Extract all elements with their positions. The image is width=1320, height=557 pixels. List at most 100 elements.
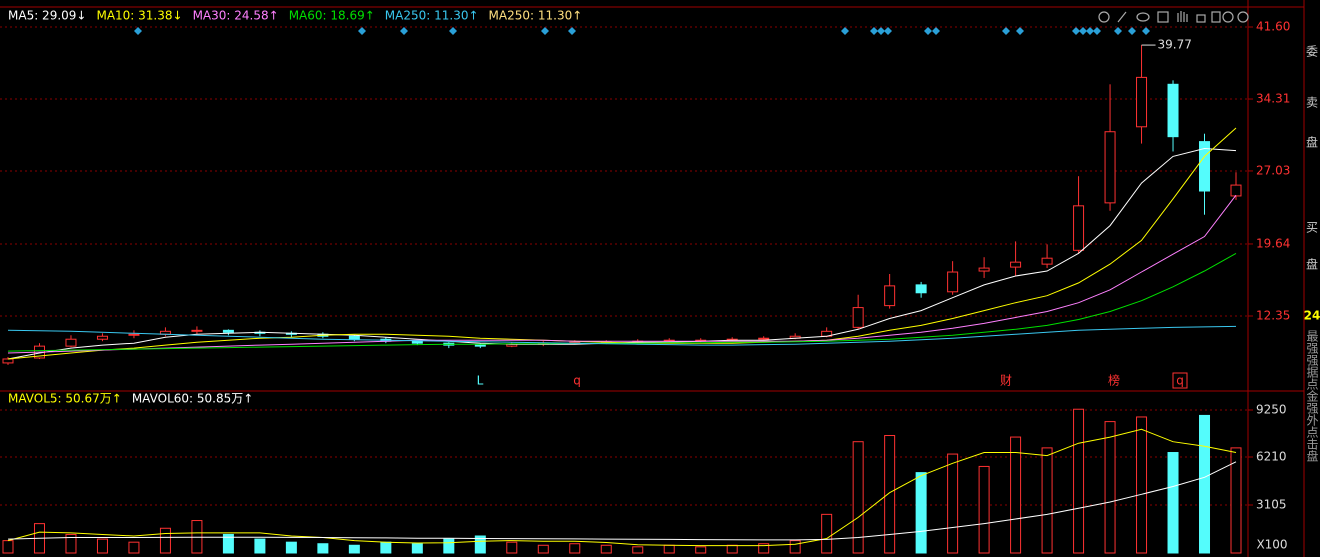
sidebar-label: 委 bbox=[1306, 45, 1318, 59]
volume-bar bbox=[285, 541, 297, 554]
event-marker bbox=[1114, 27, 1122, 35]
annotation: 榜 bbox=[1108, 373, 1120, 388]
sidebar-label: 盘 bbox=[1306, 257, 1318, 272]
volume-bar bbox=[947, 453, 959, 554]
legend-entry: MA10: 31.38↓ bbox=[96, 9, 182, 23]
sidebar-label: 买 bbox=[1306, 221, 1318, 235]
annotation: q bbox=[1176, 374, 1184, 388]
tool-draw[interactable] bbox=[1117, 11, 1127, 23]
toolbar bbox=[1098, 11, 1249, 23]
volume-bar bbox=[317, 543, 329, 554]
candle-body bbox=[1199, 141, 1211, 192]
tool-settings[interactable] bbox=[1098, 11, 1110, 23]
ma-line bbox=[7, 252, 1237, 352]
candle-body bbox=[348, 335, 360, 340]
y-tick-label: 34.31 bbox=[1256, 92, 1290, 106]
legend-entry: MAVOL5: 50.67万↑ bbox=[8, 392, 122, 406]
legend-entry: MA60: 18.69↑ bbox=[289, 9, 375, 23]
y-tick-label: 6210 bbox=[1256, 450, 1287, 464]
candle-body bbox=[191, 329, 203, 332]
event-marker bbox=[358, 27, 366, 35]
volume-unit: X100 bbox=[1256, 538, 1287, 552]
legend-entry: MAVOL60: 50.85万↑ bbox=[132, 392, 253, 406]
event-marker bbox=[870, 27, 878, 35]
volume-bar bbox=[1199, 414, 1211, 554]
volume-bar bbox=[159, 527, 171, 554]
volume-bar bbox=[222, 533, 234, 554]
candle-body bbox=[947, 271, 959, 293]
candle-body bbox=[222, 329, 234, 333]
event-marker bbox=[449, 27, 457, 35]
sidebar-value: 24 bbox=[1304, 309, 1320, 323]
volume-bar bbox=[915, 472, 927, 554]
volume-bar bbox=[884, 435, 896, 554]
tool-zoom-in[interactable] bbox=[1222, 11, 1234, 23]
volume-bar bbox=[506, 541, 518, 554]
event-marker bbox=[932, 27, 940, 35]
candle-body bbox=[1167, 83, 1179, 138]
annotation-box bbox=[1172, 372, 1188, 389]
y-tick-label: 19.64 bbox=[1256, 236, 1290, 250]
volume-bar bbox=[821, 513, 833, 554]
sidebar-menu: 最强强据点金强外点击盘 bbox=[1305, 330, 1319, 462]
annotation: L bbox=[477, 374, 484, 388]
annotation: 财 bbox=[1000, 374, 1012, 388]
ma-line bbox=[7, 194, 1237, 354]
candle-body bbox=[96, 335, 108, 340]
peak-label: 39.77 bbox=[1158, 38, 1192, 52]
volume-bar bbox=[663, 544, 675, 554]
volume-bar bbox=[380, 541, 392, 554]
event-marker bbox=[1086, 27, 1094, 35]
event-marker bbox=[541, 27, 549, 35]
y-tick-label: 12.35 bbox=[1256, 308, 1290, 322]
volume-bar bbox=[789, 540, 801, 554]
candle-body bbox=[1010, 261, 1022, 268]
event-marker bbox=[1142, 27, 1150, 35]
ma-line bbox=[7, 428, 1237, 547]
event-marker bbox=[924, 27, 932, 35]
volume-bar bbox=[1167, 452, 1179, 554]
tool-zoom-out[interactable] bbox=[1237, 11, 1249, 23]
volume-bar bbox=[1073, 408, 1085, 554]
y-tick-label: 3105 bbox=[1256, 498, 1287, 512]
event-marker bbox=[1093, 27, 1101, 35]
tool-page[interactable] bbox=[1211, 11, 1221, 23]
volume-bar bbox=[537, 544, 549, 554]
tool-lock[interactable] bbox=[1196, 14, 1206, 23]
ma-line bbox=[7, 325, 1237, 346]
volume-bar bbox=[443, 538, 455, 554]
volume-bar bbox=[1010, 436, 1022, 554]
candle-body bbox=[128, 333, 140, 336]
candle-body bbox=[852, 307, 864, 328]
tool-hand[interactable] bbox=[1177, 11, 1188, 22]
candle-body bbox=[884, 285, 896, 307]
candle-body bbox=[65, 338, 77, 347]
tool-box[interactable] bbox=[1157, 11, 1169, 23]
candle-body bbox=[915, 284, 927, 294]
volume-bar bbox=[254, 538, 266, 554]
y-tick-label: 27.03 bbox=[1256, 163, 1290, 177]
volume-bar bbox=[852, 441, 864, 554]
event-marker bbox=[884, 27, 892, 35]
volume-bar bbox=[1230, 447, 1242, 554]
y-tick-label: 41.60 bbox=[1256, 19, 1290, 33]
volume-bar bbox=[348, 544, 360, 554]
sidebar-label: 盘 bbox=[1306, 135, 1318, 150]
event-marker bbox=[1079, 27, 1087, 35]
event-marker bbox=[1072, 27, 1080, 35]
candle-body bbox=[411, 340, 423, 344]
candle-body bbox=[758, 337, 770, 340]
candle-body bbox=[474, 344, 486, 347]
ma-line bbox=[7, 461, 1237, 541]
legend-entry: MA5: 29.09↓ bbox=[8, 9, 86, 23]
sidebar-label: 卖 bbox=[1306, 96, 1318, 110]
volume-bar bbox=[1104, 421, 1116, 554]
tool-eye[interactable] bbox=[1136, 12, 1150, 22]
event-marker bbox=[568, 27, 576, 35]
candle-body bbox=[1041, 257, 1053, 265]
event-marker bbox=[841, 27, 849, 35]
y-tick-label: 9250 bbox=[1256, 403, 1287, 417]
volume-bar bbox=[978, 465, 990, 554]
